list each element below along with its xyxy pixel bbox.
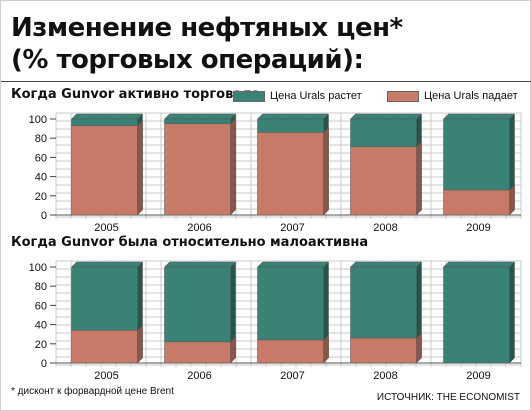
page-subtitle: (% торговых операций): [11, 45, 364, 75]
x-tick-label: 2006 [187, 222, 211, 233]
legend-item-rise: Цена Urals растет [233, 89, 362, 103]
bar-top [349, 113, 423, 120]
x-tick-label: 2007 [280, 222, 304, 233]
bar-segment-fall [71, 330, 138, 364]
bar-side [230, 336, 236, 364]
bar-side [323, 334, 329, 364]
bar-segment-fall [443, 189, 510, 216]
chart-panel-2: 0 20 40 60 80 100 2005 2006 2007 2008 2009 [29, 260, 522, 382]
bar-top [70, 113, 144, 120]
footnote: * дисконт к форвардной цене Brent [11, 386, 174, 397]
bar-top [442, 113, 516, 120]
bar-segment-rise [71, 266, 138, 331]
legend-item-fall: Цена Urals падает [387, 89, 518, 103]
bar-segment-rise [350, 266, 417, 339]
bar-top [442, 261, 516, 268]
bar-segment-rise [443, 266, 510, 364]
bar-segment-fall [350, 146, 417, 216]
bar-top [256, 261, 330, 268]
bar-side [137, 324, 143, 364]
bar-side [509, 184, 515, 216]
bar-side [323, 126, 329, 216]
bar-side [230, 118, 236, 216]
bar-segment-rise [164, 118, 231, 125]
legend-label-fall: Цена Urals падает [424, 90, 518, 102]
x-tick-label: 2006 [187, 370, 211, 382]
bar-top [256, 113, 330, 120]
bar-segment-rise [164, 266, 231, 343]
bar-segment-fall [350, 337, 417, 364]
panel-2-title: Когда Gunvor была относительно малоактив… [11, 235, 369, 250]
x-tick-label: 2008 [373, 370, 397, 382]
y-tick-label: 40 [35, 320, 47, 332]
bar-segment-fall [257, 132, 324, 216]
y-tick-label: 20 [35, 339, 47, 351]
bar-segment-rise [350, 118, 417, 148]
x-tick-label: 2005 [94, 370, 118, 382]
source-credit: ИСТОЧНИК: THE ECONOMIST [376, 392, 520, 403]
y-tick-label: 80 [35, 281, 47, 293]
bar-side [416, 332, 422, 364]
bar-side [509, 261, 515, 364]
page-title: Изменение нефтяных цен* [11, 13, 403, 43]
x-tick-label: 2009 [466, 222, 490, 233]
y-tick-label: 80 [35, 133, 47, 145]
legend-label-rise: Цена Urals растет [270, 90, 362, 102]
bar-top [163, 261, 237, 268]
bar-segment-rise [443, 118, 510, 191]
bar-segment-rise [257, 266, 324, 341]
y-tick-label: 60 [35, 300, 47, 312]
bar-top [70, 261, 144, 268]
y-tick-label: 100 [29, 262, 47, 274]
bar-segment-fall [257, 339, 324, 364]
y-tick-label: 20 [35, 191, 47, 203]
bar-top [163, 113, 237, 120]
bar-segment-fall [164, 341, 231, 364]
bar-segment-fall [71, 125, 138, 216]
bar-segment-rise [257, 118, 324, 133]
chart-panel-1: 0 20 40 60 80 100 2005 2006 2007 2008 2009 [29, 112, 522, 233]
y-tick-label: 0 [41, 210, 47, 222]
x-tick-label: 2009 [466, 370, 490, 382]
legend-swatch-rise [233, 90, 265, 102]
y-tick-label: 60 [35, 152, 47, 164]
title-divider [1, 81, 531, 82]
x-tick-label: 2008 [373, 222, 397, 233]
panel-1-title: Когда Gunvor активно торговала [11, 87, 261, 102]
x-tick-label: 2007 [280, 370, 304, 382]
bar-segment-fall [164, 123, 231, 216]
bar-top [349, 261, 423, 268]
y-tick-label: 40 [35, 172, 47, 184]
x-tick-label: 2005 [94, 222, 118, 233]
legend-swatch-fall [387, 90, 419, 102]
y-tick-label: 100 [29, 114, 47, 126]
bar-side [416, 141, 422, 216]
bar-segment-rise [71, 118, 138, 126]
y-tick-label: 0 [41, 358, 47, 370]
bar-side [137, 120, 143, 216]
